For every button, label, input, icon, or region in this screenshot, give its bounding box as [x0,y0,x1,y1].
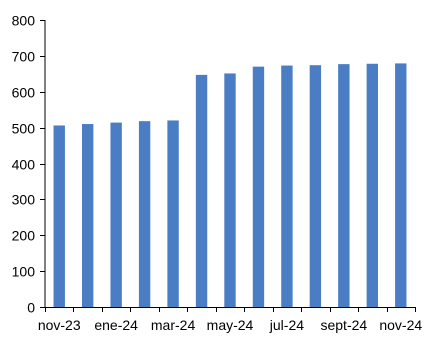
bar-ago-24 [309,65,322,307]
y-tick-label: 500 [12,121,36,137]
x-tick-label: ene-24 [94,317,138,333]
bar-nov-23 [53,125,65,307]
bar-abr-24 [195,74,208,307]
y-axis: 0 100 200 300 400 500 600 700 800 [12,13,46,316]
x-tick-label: may-24 [207,317,254,333]
x-tick-label: nov-24 [379,317,422,333]
y-tick-label: 400 [12,157,36,173]
bars-group [53,63,407,307]
bar-jul-24 [281,65,293,307]
bar-mar-24 [167,120,179,307]
x-tick-label: mar-24 [151,317,196,333]
bar-jun-24 [252,66,265,307]
bar-sept-24 [338,64,350,307]
x-tick-label: sept-24 [320,317,367,333]
y-tick-label: 300 [12,192,36,208]
bar-feb-24 [138,121,151,307]
y-tick-label: 700 [12,49,36,65]
y-tick-label: 200 [12,228,36,244]
bar-oct-24 [366,63,378,307]
x-axis: nov-23 ene-24 mar-24 may-24 jul-24 sept-24 nov… [38,307,422,333]
bar-ene-24 [110,122,122,307]
y-tick-label: 100 [12,264,36,280]
x-tick-label: nov-23 [38,317,81,333]
x-tick-label: jul-24 [269,317,304,333]
bar-nov-24 [395,63,407,307]
bar-dic-23 [82,124,94,307]
y-tick-label: 800 [12,13,36,29]
y-tick-label: 600 [12,85,36,101]
bar-may-24 [224,73,236,307]
y-tick-label: 0 [27,300,35,316]
